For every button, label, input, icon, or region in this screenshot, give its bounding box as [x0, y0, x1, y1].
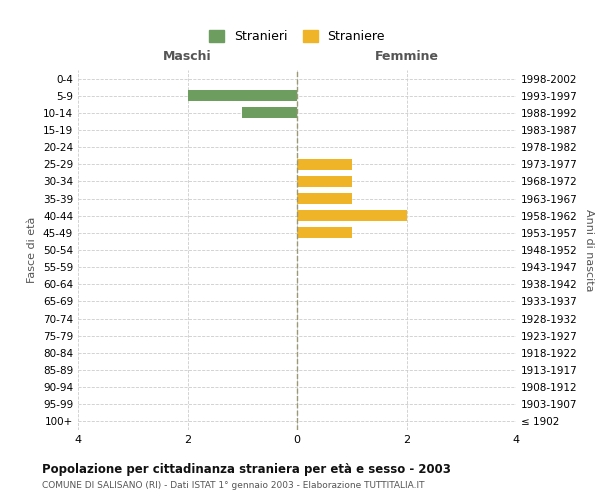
Bar	[242, 108, 297, 118]
Y-axis label: Anni di nascita: Anni di nascita	[584, 209, 594, 291]
Bar	[297, 228, 352, 238]
Bar	[297, 176, 352, 187]
Bar	[297, 193, 352, 204]
Text: Maschi: Maschi	[163, 50, 212, 63]
Bar	[187, 90, 297, 102]
Text: Femmine: Femmine	[374, 50, 439, 63]
Text: Popolazione per cittadinanza straniera per età e sesso - 2003: Popolazione per cittadinanza straniera p…	[42, 462, 451, 475]
Y-axis label: Fasce di età: Fasce di età	[28, 217, 37, 283]
Text: COMUNE DI SALISANO (RI) - Dati ISTAT 1° gennaio 2003 - Elaborazione TUTTITALIA.I: COMUNE DI SALISANO (RI) - Dati ISTAT 1° …	[42, 481, 425, 490]
Legend: Stranieri, Straniere: Stranieri, Straniere	[205, 26, 389, 47]
Bar	[297, 210, 407, 222]
Bar	[297, 158, 352, 170]
